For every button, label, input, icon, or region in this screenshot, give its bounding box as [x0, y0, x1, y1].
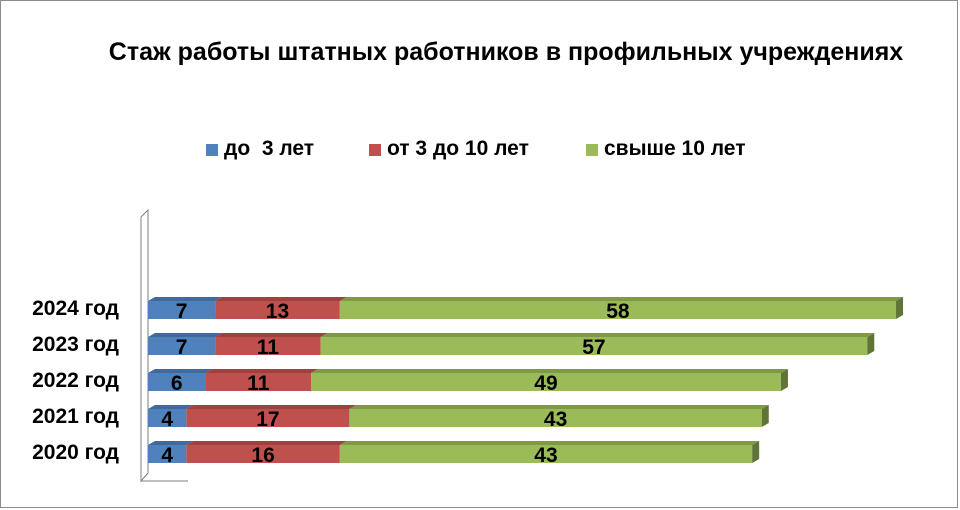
bar-top-face	[148, 369, 213, 373]
data-label: 57	[582, 336, 605, 359]
bar-segment	[148, 445, 187, 463]
bar-top-face	[186, 405, 357, 409]
category-label: 2021 год	[32, 405, 119, 428]
data-label: 4	[161, 444, 173, 467]
data-label: 13	[266, 300, 289, 323]
bar-segment	[148, 373, 206, 391]
bar-end-face	[761, 405, 769, 427]
data-label: 43	[544, 408, 567, 431]
bar-segment	[215, 301, 340, 319]
legend-label-over-10: свыше 10 лет	[604, 137, 746, 160]
legend-swatch-over-10	[586, 144, 598, 156]
bar-top-face	[148, 441, 194, 445]
legend-label-3-to-10: от 3 до 10 лет	[387, 137, 529, 160]
bar-segment	[349, 409, 762, 427]
bar-top-face	[148, 297, 223, 301]
bar-top-face	[205, 369, 319, 373]
data-label: 43	[534, 444, 557, 467]
chart-legend: до 3 лет от 3 до 10 лет свыше 10 лет	[1, 134, 960, 164]
category-label: 2022 год	[32, 369, 119, 392]
legend-swatch-up-to-3	[206, 144, 218, 156]
bar-segment	[215, 337, 321, 355]
chart-title: Стаж работы штатных работников в профиль…	[108, 38, 904, 66]
axis-wall	[140, 208, 149, 483]
data-label: 7	[176, 300, 188, 323]
bar-segment	[148, 301, 216, 319]
bar-top-face	[339, 297, 904, 301]
bar-end-face	[896, 297, 904, 319]
data-label: 11	[257, 336, 280, 359]
bar-top-face	[186, 441, 347, 445]
bar-top-face	[148, 405, 194, 409]
bar-end-face	[867, 333, 875, 355]
data-label: 16	[251, 444, 274, 467]
bar-segment	[148, 337, 216, 355]
bar-end-face	[752, 441, 760, 463]
bar-top-face	[215, 333, 328, 337]
bar-segment	[311, 373, 781, 391]
bar-top-face	[349, 405, 769, 409]
bar-segment	[320, 337, 868, 355]
data-label: 11	[247, 372, 270, 395]
bar-top-face	[148, 333, 223, 337]
bar-top-face	[311, 369, 788, 373]
data-label: 6	[171, 372, 183, 395]
legend-label-up-to-3: до 3 лет	[224, 137, 315, 160]
bar-segment	[186, 409, 350, 427]
data-label: 49	[534, 372, 557, 395]
bar-top-face	[215, 297, 347, 301]
bar-segment	[339, 301, 897, 319]
legend-swatch-3-to-10	[369, 144, 381, 156]
data-label: 17	[256, 408, 279, 431]
data-label: 7	[176, 336, 188, 359]
bar-segment	[205, 373, 312, 391]
data-label: 58	[606, 300, 630, 323]
category-label: 2020 год	[32, 441, 119, 464]
bar-segment	[148, 409, 187, 427]
category-label: 2023 год	[32, 333, 119, 356]
category-label: 2024 год	[32, 297, 119, 320]
data-label: 4	[161, 408, 173, 431]
bar-end-face	[780, 369, 788, 391]
bar-top-face	[320, 333, 875, 337]
bar-top-face	[339, 441, 760, 445]
bar-segment	[186, 445, 340, 463]
bar-segment	[339, 445, 753, 463]
